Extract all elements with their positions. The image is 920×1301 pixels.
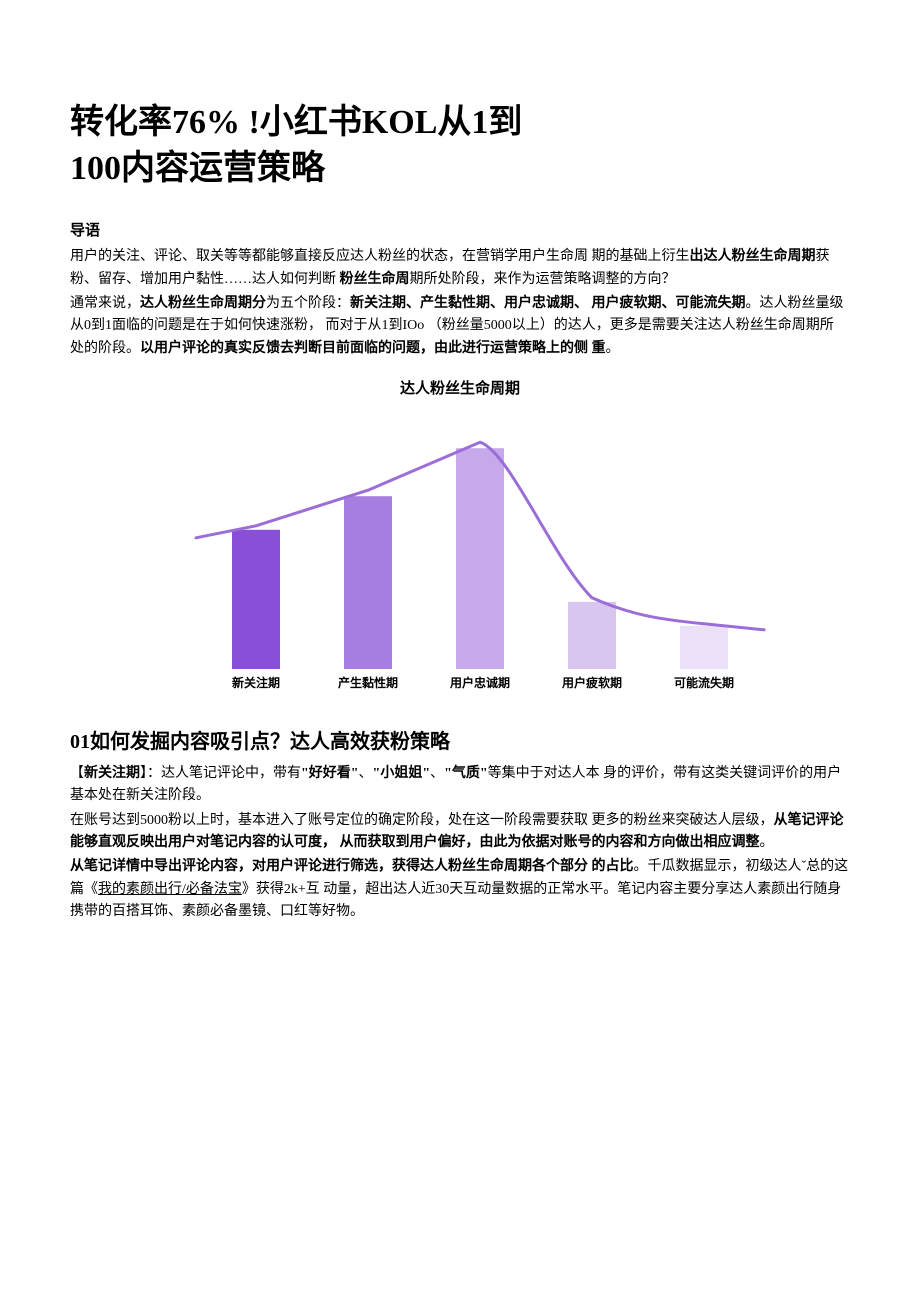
main-title: 转化率76% !小红书KOL从1到 100内容运营策略 [70, 100, 850, 192]
section-01-heading: 01如何发掘内容吸引点？达人高效获粉策略 [70, 727, 850, 757]
svg-text:用户疲软期: 用户疲软期 [561, 675, 622, 690]
svg-text:新关注期: 新关注期 [232, 675, 280, 690]
s01-paragraph-3: 从笔记详情中导出评论内容，对用户评论进行筛选，获得达人粉丝生命周期各个部分 的占… [70, 856, 850, 923]
s01-paragraph-2: 在账号达到5000粉以上时，基本进入了账号定位的确定阶段，处在这一阶段需要获取 … [70, 810, 850, 855]
intro-paragraph-2: 通常来说，达人粉丝生命周期分为五个阶段：新关注期、产生黏性期、用户忠诚期、 用户… [70, 293, 850, 360]
intro-paragraph-1: 用户的关注、评论、取关等等都能够直接反应达人粉丝的状态，在营销学用户生命周 期的… [70, 246, 850, 291]
title-line-2: 100内容运营策略 [70, 150, 325, 187]
chart-title: 达人粉丝生命周期 [70, 378, 850, 401]
svg-text:可能流失期: 可能流失期 [674, 675, 734, 690]
chart-svg: 新关注期 产生黏性期 用户忠诚期 用户疲软期 可能流失期 [140, 409, 780, 709]
svg-text:产生黏性期: 产生黏性期 [338, 675, 398, 690]
intro-label: 导语 [70, 220, 850, 243]
title-line-1: 转化率76% !小红书KOL从1到 [70, 104, 522, 141]
svg-text:用户忠诚期: 用户忠诚期 [449, 675, 510, 690]
s01-paragraph-1: 【新关注期】：达人笔记评论中，带有"好好看"、"小姐姐"、"气质"等集中于对达人… [70, 763, 850, 808]
lifecycle-chart: 新关注期 产生黏性期 用户忠诚期 用户疲软期 可能流失期 [140, 409, 780, 709]
